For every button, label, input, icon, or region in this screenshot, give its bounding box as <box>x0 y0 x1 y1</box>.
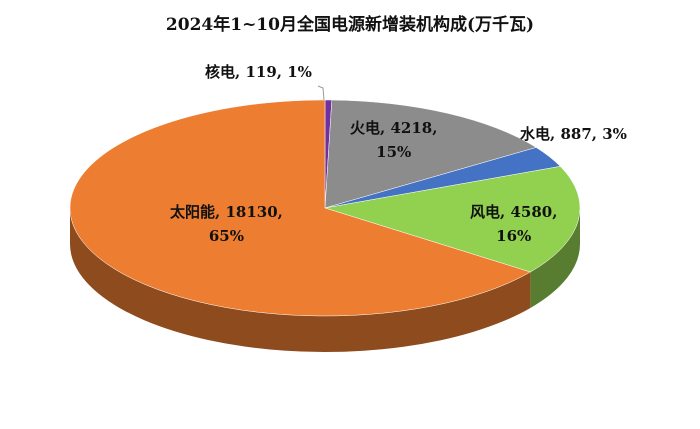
slice-side-4 <box>70 208 531 353</box>
slice-风电 <box>324 166 581 273</box>
slice-side-3 <box>530 208 580 309</box>
label-wind: 风电, 4580, 16% <box>470 203 558 245</box>
slice-太阳能 <box>69 99 532 317</box>
label-thermal: 火电, 4218, 15% <box>350 119 438 161</box>
label-solar: 太阳能, 18130, 65% <box>170 203 283 245</box>
leader-line <box>317 85 325 101</box>
chart-title: 2024年1~10月全国电源新增装机构成(万千瓦) <box>165 15 535 35</box>
slice-火电 <box>324 99 537 209</box>
label-hydro: 水电, 887, 3% <box>520 125 627 143</box>
label-nuclear: 核电, 119, 1% <box>205 63 312 81</box>
